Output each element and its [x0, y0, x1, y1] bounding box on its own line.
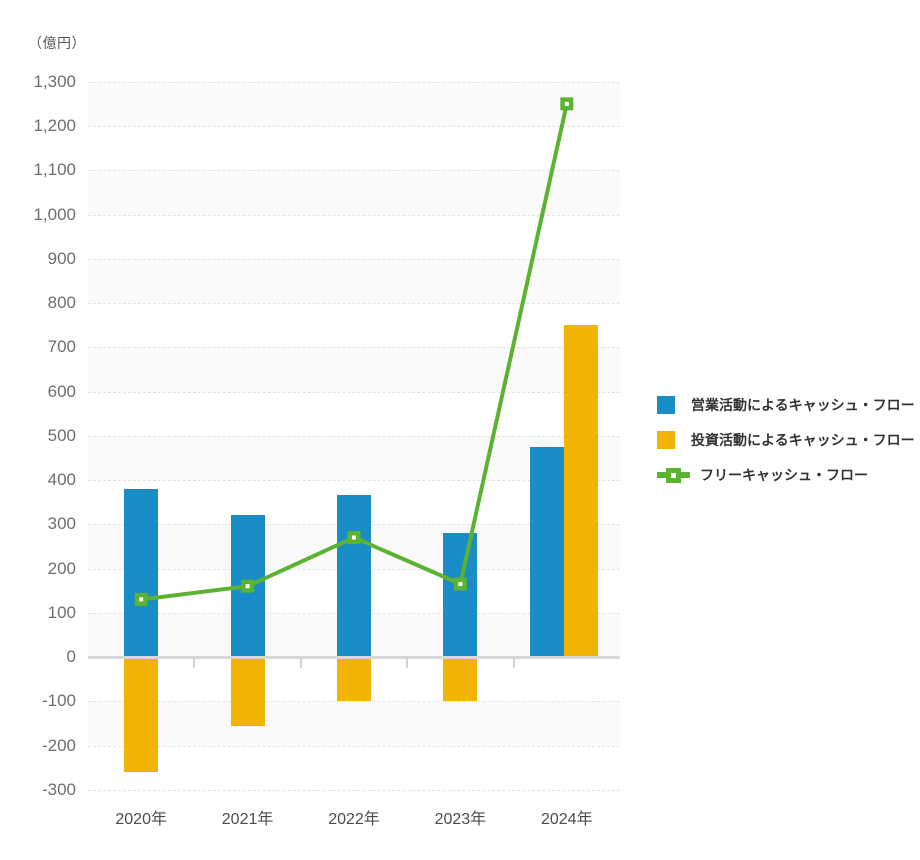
gridline	[88, 126, 620, 127]
legend-item-free-cf: フリーキャッシュ・フロー	[657, 465, 915, 484]
gridline	[88, 303, 620, 304]
y-axis-tick-label: 300	[47, 514, 76, 534]
legend-label: 営業活動によるキャッシュ・フロー	[691, 396, 915, 413]
gridline	[88, 789, 620, 791]
free-cf-line-marker-icon	[657, 466, 690, 484]
operating-cf-swatch-icon	[657, 395, 675, 414]
plot-band	[88, 81, 620, 126]
legend-item-operating-cf: 営業活動によるキャッシュ・フロー	[657, 395, 915, 414]
y-axis-tick-label: 1,300	[33, 71, 76, 91]
y-axis-tick-label: 1,000	[33, 204, 76, 224]
y-axis-tick-label: 1,100	[33, 160, 76, 180]
bar-investing-cf-2021年	[230, 657, 265, 726]
y-axis-tick-label: 1,200	[33, 116, 76, 135]
legend: 営業活動によるキャッシュ・フロー 投資活動によるキャッシュ・フローフリーキャッシュ…	[657, 395, 915, 500]
gridline	[88, 435, 620, 437]
y-axis-tick-label: 600	[47, 381, 76, 401]
plot-band	[88, 170, 620, 215]
gridline	[88, 81, 620, 83]
plot-band	[88, 347, 620, 392]
x-axis-label-2022年: 2022年	[328, 811, 380, 828]
x-axis-tick	[406, 657, 409, 668]
bar-investing-cf-2023年	[443, 657, 478, 702]
y-axis-tick-label: 700	[47, 337, 76, 357]
gridline	[88, 701, 620, 703]
y-axis-tick-label: 200	[47, 558, 76, 578]
bar-operating-cf-2020年	[124, 488, 159, 657]
bar-investing-cf-2022年	[337, 657, 371, 702]
gridline	[88, 214, 620, 216]
y-axis-tick-label: -100	[41, 691, 76, 711]
y-axis-tick-label: 100	[47, 602, 76, 622]
gridline	[88, 391, 620, 393]
bar-investing-cf-2024年	[563, 325, 598, 657]
bar-operating-cf-2022年	[337, 495, 371, 657]
plot-band	[88, 258, 620, 303]
y-axis-unit-label: （億円）	[28, 35, 86, 51]
bar-operating-cf-2021年	[230, 515, 265, 657]
legend-item-investing-cf: 投資活動によるキャッシュ・フロー	[657, 430, 915, 449]
y-axis-tick-label: 500	[47, 425, 76, 445]
y-axis-tick-label: -300	[41, 779, 76, 799]
bar-operating-cf-2023年	[443, 533, 478, 657]
investing-cf-swatch-icon	[657, 430, 675, 449]
legend-label: 投資活動によるキャッシュ・フロー	[691, 431, 915, 448]
x-axis-tick	[193, 657, 196, 668]
x-axis-label-2023年: 2023年	[434, 811, 487, 828]
gridline	[88, 745, 620, 747]
legend-label: フリーキャッシュ・フロー	[700, 466, 868, 483]
x-axis-label-2024年: 2024年	[540, 811, 593, 828]
y-axis-tick-label: 400	[47, 470, 76, 489]
gridline	[88, 170, 620, 172]
bar-operating-cf-2024年	[529, 446, 564, 657]
y-axis-tick-label: 800	[47, 293, 76, 312]
y-axis-tick-label: 900	[47, 248, 76, 268]
zero-axis-line	[88, 655, 620, 659]
y-axis-tick-label: -200	[41, 735, 76, 755]
y-axis-tick-label: 0	[66, 647, 76, 666]
x-axis-label-2021年: 2021年	[221, 811, 274, 828]
bar-investing-cf-2020年	[124, 657, 159, 773]
gridline	[88, 258, 620, 260]
plot-band	[88, 701, 620, 746]
x-axis-tick	[299, 657, 302, 668]
x-axis-tick	[512, 657, 515, 668]
x-axis-label-2020年: 2020年	[115, 811, 167, 828]
gridline	[88, 347, 620, 349]
